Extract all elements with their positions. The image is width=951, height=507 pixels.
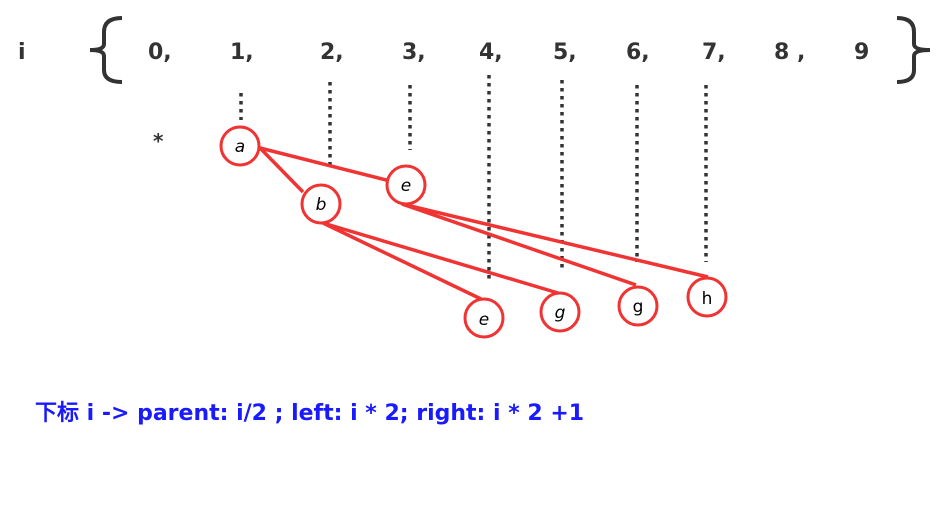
svg-text:e: e	[401, 176, 411, 196]
edge-b-g	[322, 221, 559, 295]
node-e: e	[385, 164, 427, 206]
node-e-leaf: e	[463, 297, 505, 339]
node-b: b	[300, 183, 342, 225]
svg-text:e: e	[479, 310, 489, 330]
svg-text:a: a	[235, 137, 245, 157]
index-2: 2,	[320, 40, 344, 65]
index-9: 9	[854, 40, 869, 65]
left-brace	[89, 16, 123, 84]
svg-text:h: h	[702, 289, 713, 309]
edge-a-e	[259, 146, 391, 183]
node-h: h	[686, 276, 728, 318]
placeholder-mark: *	[153, 129, 164, 153]
index-3: 3,	[402, 40, 426, 65]
index-5: 5,	[553, 40, 577, 65]
node-a: a	[219, 125, 261, 167]
node-g: g	[617, 285, 659, 327]
index-variable-label: i	[18, 40, 26, 65]
index-8: 8 ,	[774, 40, 805, 65]
index-1: 1,	[230, 40, 254, 65]
index-formula-caption: 下标 i -> parent: i/2 ; left: i * 2; right…	[35, 401, 585, 426]
tree-edges	[258, 146, 709, 301]
svg-text:b: b	[316, 195, 327, 215]
edge-e-h	[401, 202, 709, 279]
edge-e-g	[401, 202, 637, 287]
edge-b-e	[322, 221, 482, 301]
index-4: 4,	[479, 40, 503, 65]
svg-text:g: g	[555, 303, 566, 323]
edge-a-b	[258, 146, 305, 194]
node-g-leaf: g	[539, 291, 581, 333]
index-0: 0,	[148, 40, 172, 65]
right-brace	[896, 16, 931, 84]
index-labels: 0, 1, 2, 3, 4, 5, 6, 7, 8 , 9	[148, 40, 869, 65]
index-7: 7,	[702, 40, 726, 65]
svg-text:g: g	[633, 297, 644, 317]
index-6: 6,	[626, 40, 650, 65]
dotted-guides	[239, 75, 708, 282]
